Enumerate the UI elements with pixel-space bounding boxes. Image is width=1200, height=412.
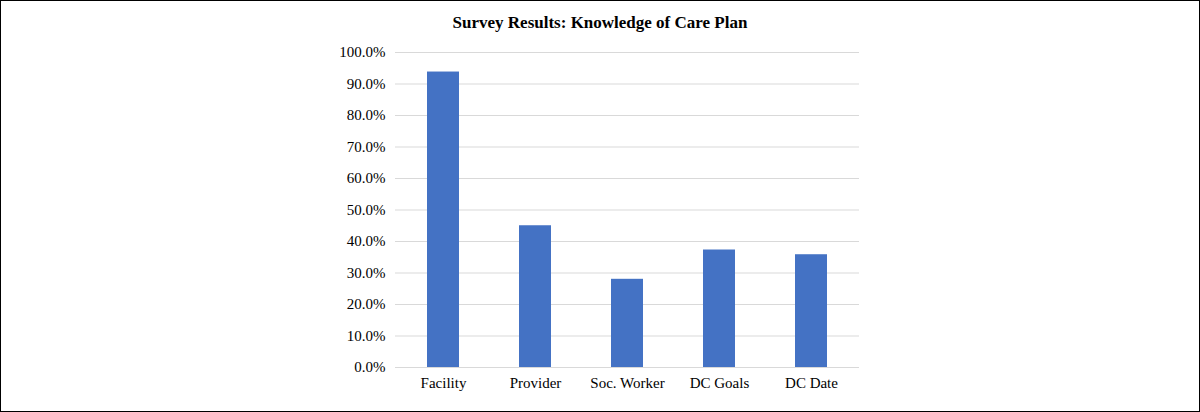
svg-text:Facility: Facility <box>421 375 467 391</box>
svg-text:80.0%: 80.0% <box>347 107 386 123</box>
svg-text:20.0%: 20.0% <box>347 296 386 312</box>
svg-text:40.0%: 40.0% <box>347 233 386 249</box>
html-text:Survey Results: Knowledge of C: Survey Results: Knowledge of Care Plan <box>452 13 748 32</box>
svg-text:60.0%: 60.0% <box>347 170 386 186</box>
svg-text:50.0%: 50.0% <box>347 202 386 218</box>
svg-text:70.0%: 70.0% <box>347 139 386 155</box>
svg-text:90.0%: 90.0% <box>347 76 386 92</box>
svg-text:10.0%: 10.0% <box>347 328 386 344</box>
svg-text:Provider: Provider <box>510 375 562 391</box>
svg-text:DC Date: DC Date <box>785 375 838 391</box>
svg-text:DC Goals: DC Goals <box>690 375 750 391</box>
svg-text:100.0%: 100.0% <box>339 44 385 60</box>
svg-text:Soc. Worker: Soc. Worker <box>590 375 664 391</box>
svg-text:30.0%: 30.0% <box>347 265 386 281</box>
svg-text:0.0%: 0.0% <box>354 359 385 375</box>
